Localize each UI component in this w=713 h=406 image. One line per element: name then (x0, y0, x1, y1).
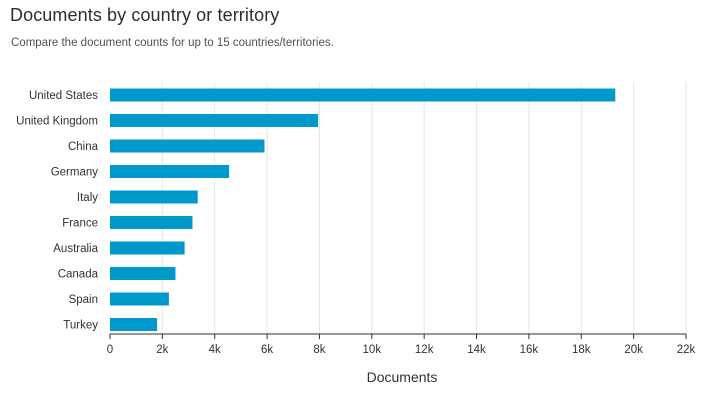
category-label: Turkey (63, 320, 98, 332)
bar[interactable] (110, 190, 198, 204)
bar[interactable] (110, 165, 230, 178)
category-label: Australia (53, 243, 98, 255)
bar[interactable] (110, 139, 265, 153)
category-label: France (62, 218, 98, 230)
x-axis-title: Documents (367, 369, 438, 385)
x-tick-label: 4k (209, 344, 221, 356)
bar[interactable] (110, 318, 158, 331)
category-label: China (68, 141, 99, 153)
x-tick-label: 22k (677, 344, 696, 356)
bar[interactable] (110, 216, 193, 229)
category-label: United Kingdom (16, 116, 98, 128)
category-label: Spain (69, 294, 98, 306)
bar[interactable] (110, 114, 319, 127)
category-label: Germany (51, 167, 99, 179)
bar[interactable] (110, 292, 169, 306)
chart-title: Documents by country or territory (10, 5, 280, 25)
x-tick-label: 20k (624, 344, 643, 356)
x-tick-label: 0 (107, 344, 113, 356)
x-tick-label: 2k (156, 344, 168, 356)
x-axis-ticks: 0 2k 4k 6k 8k 10k 12k 14k 16k 18k 20k 22k (107, 334, 696, 356)
x-tick-label: 6k (261, 344, 273, 356)
bar[interactable] (110, 88, 616, 102)
category-label: Canada (58, 269, 99, 281)
chart-subtitle: Compare the document counts for up to 15… (11, 37, 334, 49)
category-label: Italy (77, 192, 98, 204)
bar[interactable] (110, 241, 185, 255)
x-tick-label: 8k (313, 344, 325, 356)
category-labels: United States United Kingdom China Germany I… (16, 90, 98, 332)
x-tick-label: 10k (363, 344, 382, 356)
x-tick-label: 16k (520, 344, 539, 356)
x-tick-label: 18k (572, 344, 591, 356)
x-tick-label: 12k (415, 344, 434, 356)
bar[interactable] (110, 267, 176, 280)
x-tick-label: 14k (467, 344, 486, 356)
bars (110, 88, 616, 331)
category-label: United States (29, 90, 98, 102)
